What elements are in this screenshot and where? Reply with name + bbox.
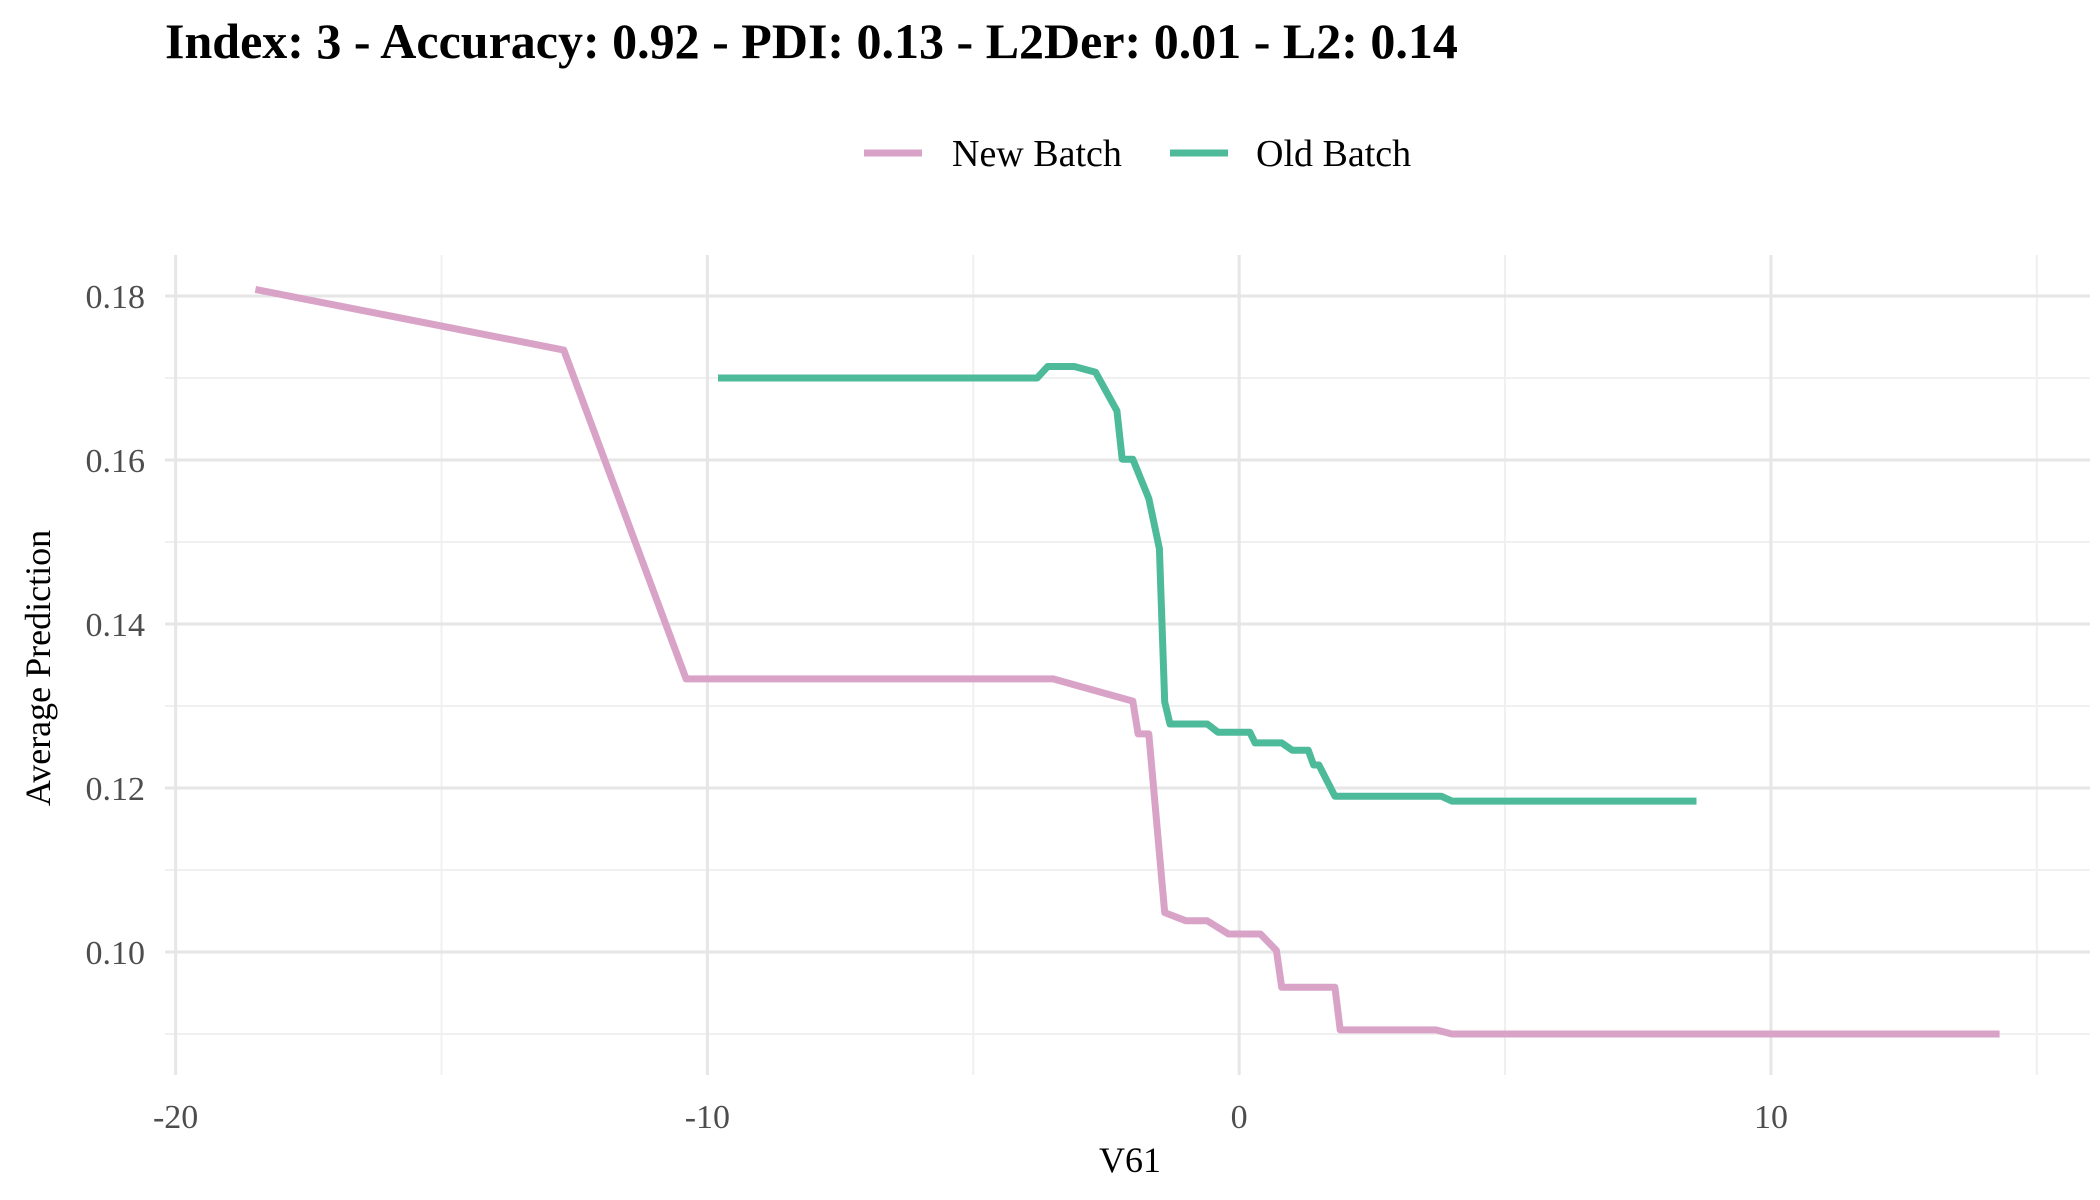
- x-tick-label: -20: [153, 1099, 198, 1136]
- y-tick-label: 0.12: [86, 771, 146, 808]
- chart-title: Index: 3 - Accuracy: 0.92 - PDI: 0.13 - …: [165, 13, 1458, 69]
- legend: New Batch Old Batch: [864, 133, 1411, 175]
- y-tick-label: 0.16: [86, 443, 146, 480]
- series-line-new-batch: [254, 285, 2000, 1038]
- x-axis-label: V61: [1099, 1140, 1161, 1180]
- legend-label-new-batch: New Batch: [952, 133, 1122, 175]
- series-lines: [254, 285, 2000, 1038]
- y-axis-label: Average Prediction: [18, 530, 58, 806]
- x-tick-label: 10: [1754, 1099, 1788, 1136]
- y-tick-label: 0.10: [86, 935, 146, 972]
- y-tick-label: 0.14: [86, 607, 146, 644]
- y-tick-label: 0.18: [86, 279, 146, 316]
- tick-labels: -20 -10 0 10 0.10 0.12 0.14 0.16 0.18: [86, 279, 1788, 1136]
- legend-label-old-batch: Old Batch: [1256, 133, 1411, 175]
- series-line-old-batch: [718, 363, 1697, 805]
- x-tick-label: -10: [685, 1099, 730, 1136]
- x-tick-label: 0: [1231, 1099, 1248, 1136]
- grid-lines: [165, 255, 2090, 1075]
